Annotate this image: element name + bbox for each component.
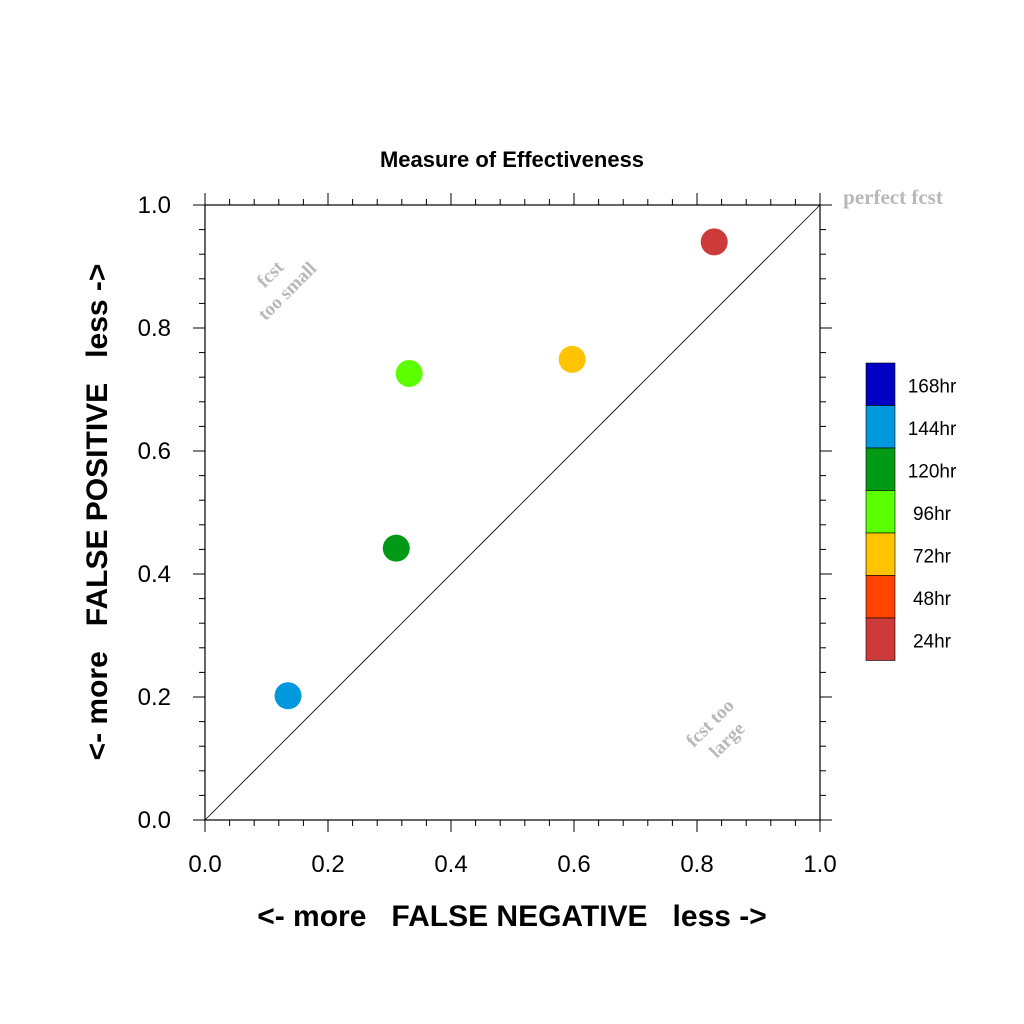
x-tick-label: 0.6 — [557, 851, 590, 878]
y-tick-label: 0.4 — [138, 561, 171, 588]
legend-swatch-168hr — [865, 362, 896, 406]
legend-label-24hr: 24hr — [913, 631, 952, 652]
data-point-96hr — [395, 360, 423, 388]
legend-swatch-48hr — [865, 575, 896, 619]
plot-frame — [204, 204, 821, 821]
legend-label-72hr: 72hr — [913, 546, 952, 567]
data-point-120hr — [382, 534, 410, 562]
legend: 168hr 144hr 120hr 96hr 72hr 48hr 24hr — [865, 362, 957, 661]
legend-label-120hr: 120hr — [908, 461, 957, 482]
legend-label-168hr: 168hr — [908, 376, 957, 397]
legend-swatch-24hr — [865, 617, 896, 661]
data-point-24hr — [700, 228, 728, 256]
y-tick-label: 0.0 — [138, 807, 171, 834]
legend-swatch-72hr — [865, 532, 896, 576]
plot-area: 0.0 0.2 0.4 0.6 0.8 1.0 0.0 0.2 0.4 0.6 0.8 1.0 — [138, 192, 837, 878]
y-tick-label: 0.8 — [138, 315, 171, 342]
chart-title: Measure of Effectiveness — [380, 147, 644, 172]
legend-swatch-120hr — [865, 447, 896, 491]
legend-swatch-144hr — [865, 405, 896, 449]
x-tick-label: 1.0 — [803, 851, 836, 878]
legend-label-48hr: 48hr — [913, 589, 952, 610]
x-tick-label: 0.2 — [311, 851, 344, 878]
x-tick-label: 0.8 — [680, 851, 713, 878]
legend-label-96hr: 96hr — [913, 504, 952, 525]
legend-swatch-96hr — [865, 490, 896, 534]
data-point-72hr — [558, 345, 586, 373]
x-tick-label: 0.4 — [434, 851, 467, 878]
y-tick-label: 0.6 — [138, 438, 171, 465]
x-tick-label: 0.0 — [188, 851, 221, 878]
y-tick-label: 1.0 — [138, 192, 171, 219]
y-tick-label: 0.2 — [138, 684, 171, 711]
data-points — [274, 228, 728, 710]
y-axis-label: <- more FALSE POSITIVE less -> — [81, 264, 114, 761]
x-axis-label: <- more FALSE NEGATIVE less -> — [257, 900, 767, 933]
data-point-144hr — [274, 682, 302, 710]
perfect-forecast-line — [204, 204, 821, 821]
legend-label-144hr: 144hr — [908, 419, 957, 440]
perfect-fcst-label: perfect fcst — [843, 185, 943, 209]
